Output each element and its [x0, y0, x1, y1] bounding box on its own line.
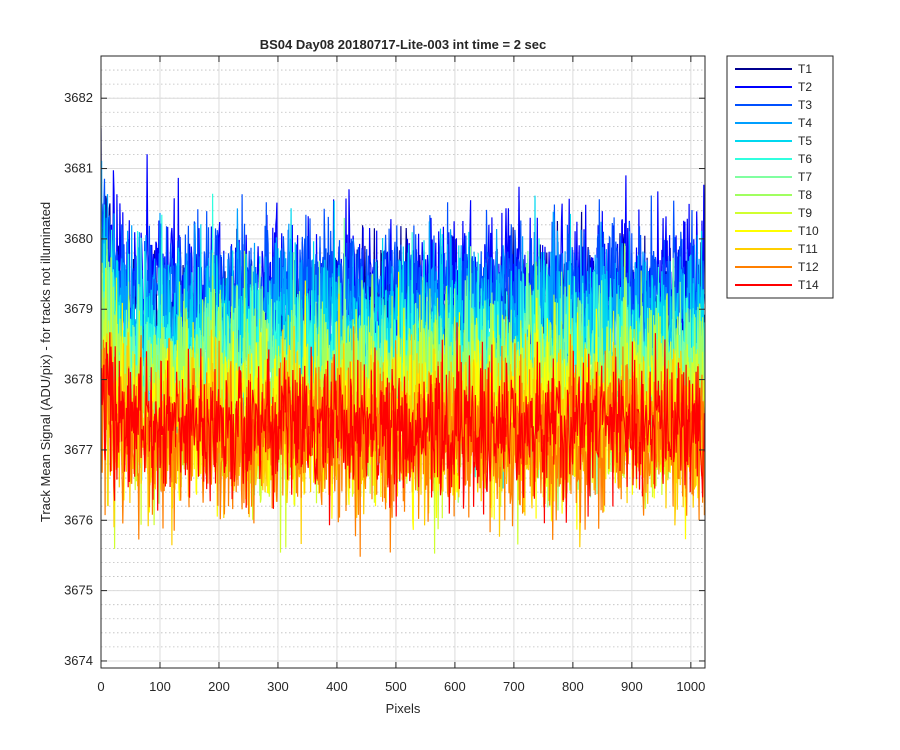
x-tick-label: 500 [385, 679, 407, 694]
chart-title: BS04 Day08 20180717-Lite-003 int time = … [260, 37, 547, 52]
series-group [101, 128, 705, 557]
x-tick-label: 200 [208, 679, 230, 694]
x-tick-label: 400 [326, 679, 348, 694]
axes-box [100, 55, 706, 669]
x-axis-label: Pixels [386, 701, 421, 716]
legend-label-t12: T12 [798, 260, 819, 274]
y-tick-label: 3677 [64, 442, 93, 457]
x-tick-label: 700 [503, 679, 525, 694]
legend: T1 T2 T3 T4 T5 T6 T7 T8 T9 T10 T11 T12 T14 [726, 55, 834, 299]
y-tick-label: 3679 [64, 301, 93, 316]
legend-label-t6: T6 [798, 152, 812, 166]
x-tick-label: 300 [267, 679, 289, 694]
tick-labels: 0 100 200 300 400 500 600 700 800 900 1000 3674 3675… [64, 90, 705, 694]
y-tick-label: 3678 [64, 372, 93, 387]
legend-label-t3: T3 [798, 98, 812, 112]
y-tick-label: 3675 [64, 583, 93, 598]
ticks [100, 56, 705, 668]
y-axis-label: Track Mean Signal (ADU/pix) - for tracks… [38, 202, 53, 522]
legend-label-t14: T14 [798, 278, 819, 292]
legend-label-t7: T7 [798, 170, 812, 184]
legend-label-t11: T11 [798, 242, 818, 256]
legend-label-t5: T5 [798, 134, 812, 148]
y-tick-label: 3674 [64, 653, 93, 668]
y-tick-label: 3680 [64, 231, 93, 246]
y-tick-label: 3682 [64, 90, 93, 105]
y-tick-label: 3676 [64, 512, 93, 527]
legend-label-t10: T10 [798, 224, 819, 238]
x-tick-label: 0 [97, 679, 104, 694]
legend-label-t8: T8 [798, 188, 812, 202]
legend-label-t2: T2 [798, 80, 812, 94]
y-tick-label: 3681 [64, 161, 93, 176]
x-tick-label: 1000 [676, 679, 705, 694]
x-tick-label: 900 [621, 679, 643, 694]
x-tick-label: 100 [149, 679, 171, 694]
legend-label-t1: T1 [798, 62, 812, 76]
x-tick-label: 800 [562, 679, 584, 694]
legend-label-t4: T4 [798, 116, 812, 130]
series-line-t14 [101, 322, 705, 526]
legend-label-t9: T9 [798, 206, 812, 220]
x-tick-label: 600 [444, 679, 466, 694]
